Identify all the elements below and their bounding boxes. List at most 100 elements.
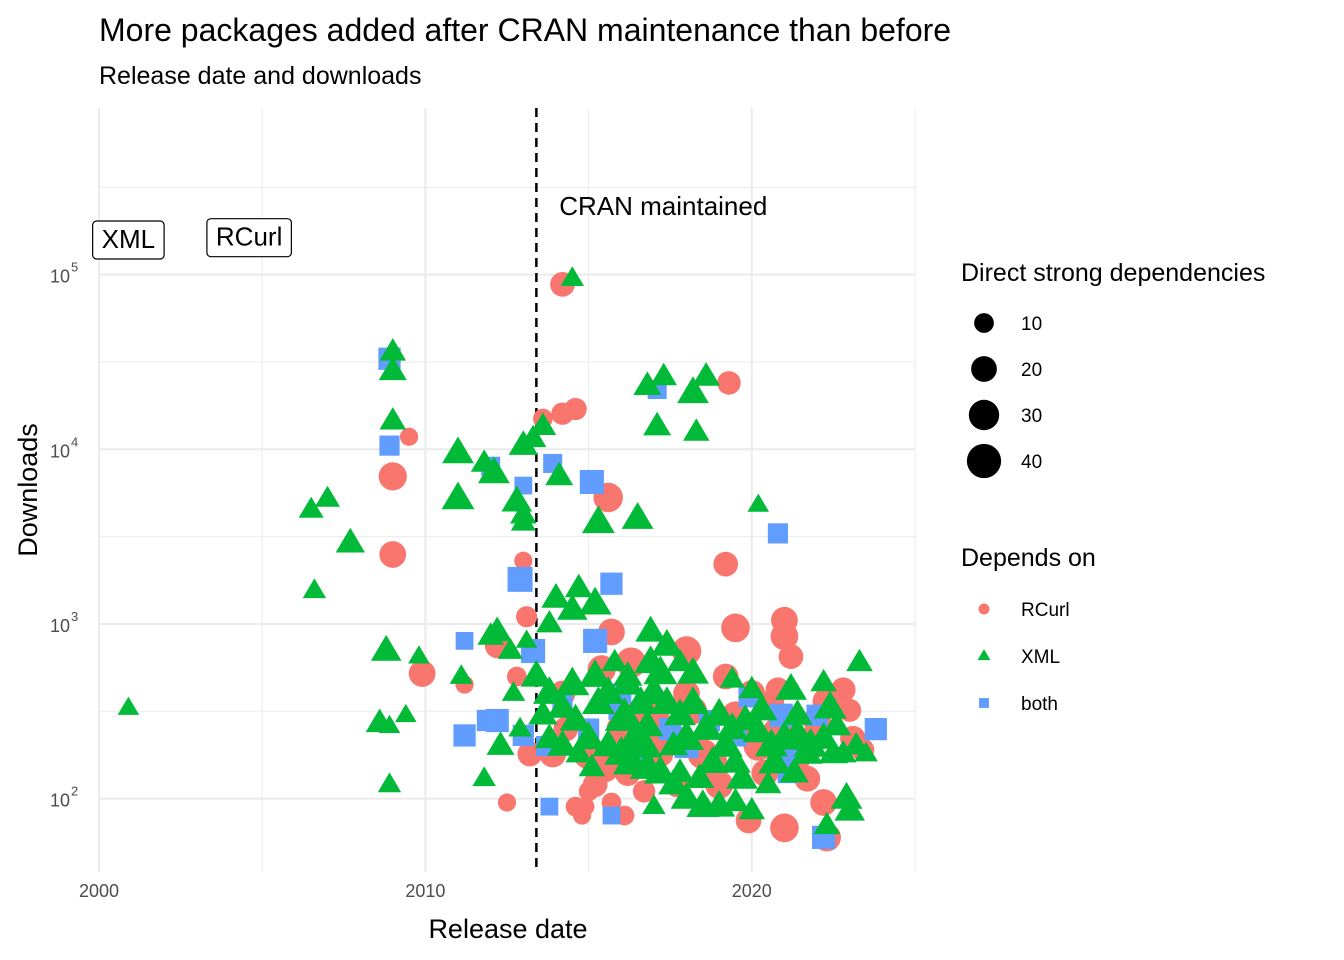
data-point-xml — [578, 586, 612, 615]
size-legend-key — [971, 356, 997, 382]
data-point-xml — [829, 740, 857, 763]
data-point-xml — [533, 676, 566, 704]
data-point-xml — [601, 648, 628, 672]
data-point-xml — [578, 753, 606, 777]
y-axis-title: Downloads — [13, 423, 43, 557]
data-point-both — [583, 628, 608, 653]
data-point-xml — [696, 746, 729, 773]
data-point-xml — [482, 616, 512, 642]
data-point-xml — [730, 704, 761, 731]
data-point-rcurl — [717, 371, 741, 395]
label-box: RCurl — [206, 218, 292, 258]
shape-legend: Depends on RCurl XML both — [961, 544, 1096, 715]
data-point-xml — [782, 699, 813, 725]
y-tick-exponent: 4 — [71, 434, 78, 449]
data-point-both — [767, 523, 788, 544]
data-point-rcurl — [810, 789, 837, 816]
shape-legend-title: Depends on — [961, 544, 1096, 572]
data-point-xml — [721, 787, 750, 812]
data-point-both — [485, 708, 509, 733]
data-point-both — [864, 717, 887, 741]
size-legend-label: 40 — [1021, 452, 1042, 473]
annotations: CRAN maintained XML RCurl — [92, 191, 767, 260]
grid-lines — [98, 108, 916, 872]
data-point-xml — [555, 666, 590, 696]
data-point-xml — [726, 762, 758, 789]
data-point-xml — [651, 629, 683, 656]
data-point-xml — [702, 697, 736, 726]
data-point-both — [540, 797, 559, 816]
data-point-xml — [754, 770, 782, 794]
data-point-xml — [854, 741, 878, 762]
data-point-xml — [379, 407, 407, 430]
data-point-xml — [581, 505, 615, 534]
data-point-xml — [395, 703, 417, 723]
data-point-both — [379, 435, 400, 456]
data-point-xml — [643, 655, 678, 685]
data-point-xml — [742, 715, 775, 743]
shape-legend-key-rcurl — [978, 603, 990, 615]
data-point-xml — [676, 686, 710, 714]
data-point-rcurl — [551, 402, 574, 425]
data-point-xml — [581, 686, 615, 714]
shape-legend-key-both — [979, 698, 989, 708]
shape-legend-label: RCurl — [1021, 600, 1070, 621]
size-legend-key — [968, 399, 1000, 431]
data-point-rcurl — [514, 551, 533, 570]
y-tick-base: 10 — [50, 441, 70, 461]
data-point-xml — [758, 745, 792, 774]
data-point-rcurl — [578, 781, 599, 802]
data-point-xml — [719, 666, 745, 688]
data-point-xml — [692, 362, 721, 386]
data-point-rcurl — [378, 462, 407, 491]
data-point-xml — [298, 496, 324, 518]
data-point-rcurl — [399, 427, 419, 446]
data-point-xml — [559, 703, 592, 731]
data-point-xml — [677, 656, 709, 684]
data-point-xml — [822, 710, 852, 736]
data-point-xml — [621, 502, 654, 529]
data-point-xml — [604, 703, 638, 731]
data-point-rcurl — [506, 666, 527, 687]
annotation-label: CRAN maintained — [559, 191, 767, 221]
size-legend-key — [974, 313, 994, 333]
x-tick-label: 2020 — [732, 881, 772, 901]
data-point-rcurl — [713, 551, 739, 577]
y-tick-exponent: 3 — [71, 609, 78, 624]
data-point-xml — [643, 411, 672, 436]
data-point-rcurl — [632, 780, 656, 803]
size-legend-label: 10 — [1021, 314, 1042, 335]
x-axis-ticks: 2000 2010 2020 — [79, 881, 772, 901]
chart-title: More packages added after CRAN maintenan… — [99, 12, 951, 48]
data-point-xml — [813, 690, 847, 719]
y-tick-label: 10 5 — [50, 260, 78, 287]
data-point-xml — [377, 772, 402, 793]
data-point-both — [453, 724, 476, 747]
data-point-both — [507, 566, 533, 592]
data-point-rcurl — [770, 813, 799, 843]
size-legend-key — [966, 443, 1002, 479]
data-point-rcurl — [778, 644, 804, 669]
x-tick-label: 2010 — [405, 881, 445, 901]
data-point-xml — [441, 481, 475, 510]
data-point-xml — [442, 436, 474, 464]
data-point-xml — [810, 668, 837, 692]
data-point-xml — [775, 673, 807, 700]
data-point-xml — [508, 716, 532, 737]
data-point-xml — [547, 691, 578, 718]
data-point-xml — [497, 637, 523, 659]
data-point-xml — [515, 629, 538, 648]
data-point-xml — [519, 424, 547, 448]
data-point-xml — [528, 699, 558, 725]
data-point-xml — [408, 645, 430, 664]
data-point-xml — [635, 615, 666, 642]
data-point-xml — [642, 794, 666, 814]
data-point-xml — [449, 664, 473, 684]
data-point-xml — [314, 485, 340, 507]
data-point-xml — [834, 794, 865, 821]
label-box-border — [206, 218, 292, 258]
data-point-xml — [545, 461, 574, 486]
x-axis-title: Release date — [428, 914, 587, 944]
